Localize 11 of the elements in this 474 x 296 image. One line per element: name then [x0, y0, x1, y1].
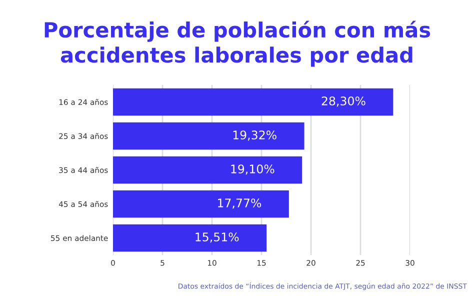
data-label: 19,32% [233, 130, 276, 141]
chart-title: Porcentaje de población con más accidentes laborales por edad [44, 20, 430, 67]
bar [113, 156, 302, 184]
bar [113, 190, 289, 218]
data-label: 17,77% [218, 198, 262, 209]
bar [113, 224, 267, 252]
data-label: 19,10% [231, 164, 274, 175]
data-label: 15,51% [196, 232, 239, 243]
data-label: 28,30% [322, 96, 366, 107]
bar [113, 122, 304, 150]
bar [113, 88, 394, 116]
